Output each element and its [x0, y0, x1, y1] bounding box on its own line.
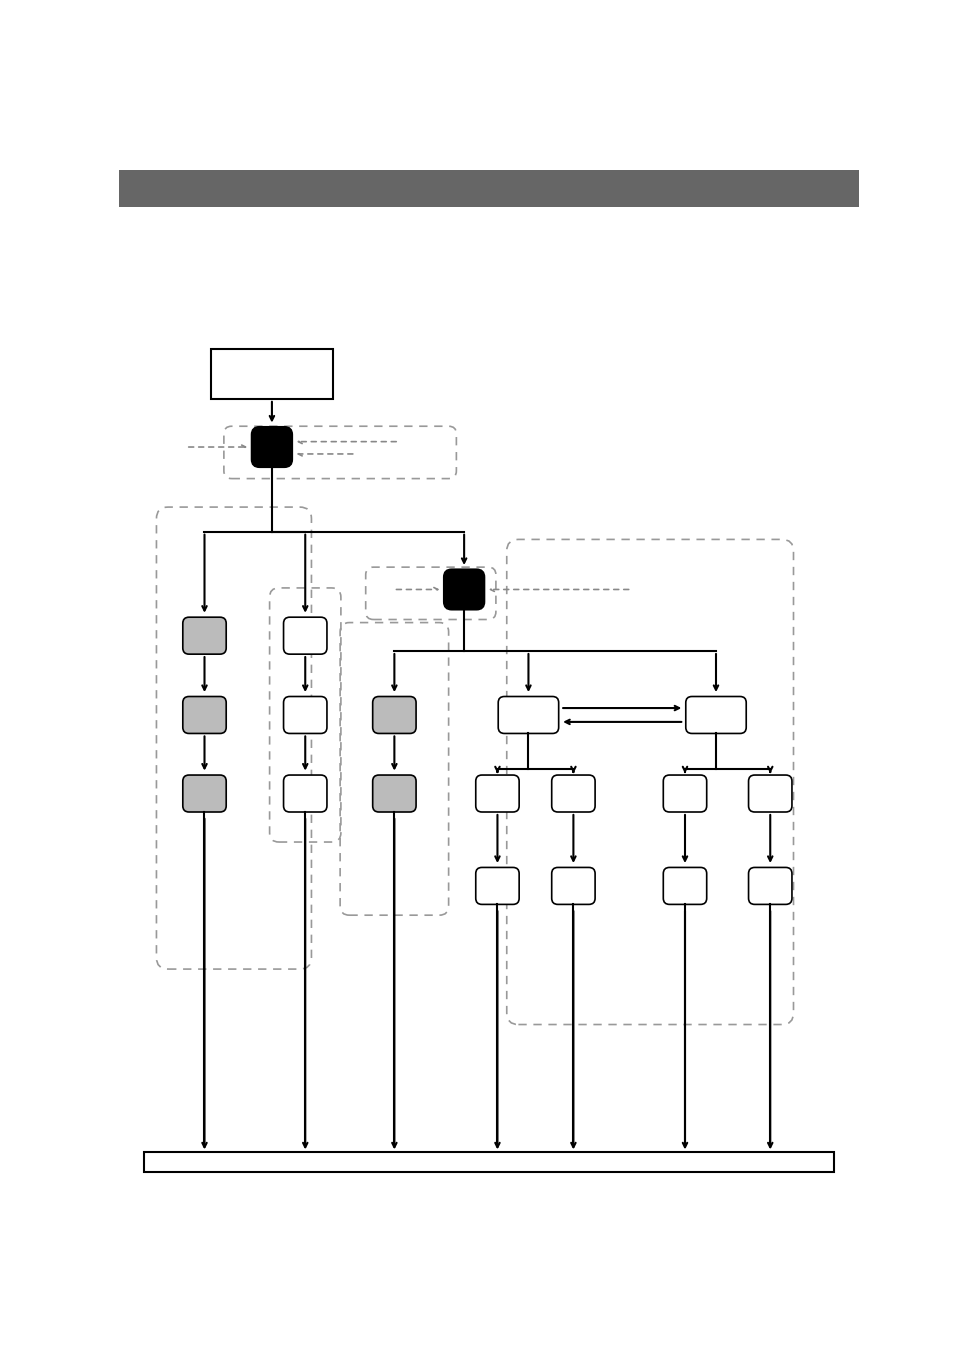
FancyBboxPatch shape — [183, 617, 226, 654]
FancyBboxPatch shape — [662, 867, 706, 904]
FancyBboxPatch shape — [476, 775, 518, 812]
FancyBboxPatch shape — [685, 697, 745, 734]
FancyBboxPatch shape — [748, 775, 791, 812]
FancyBboxPatch shape — [373, 775, 416, 812]
FancyBboxPatch shape — [662, 775, 706, 812]
Bar — [211, 349, 333, 399]
FancyBboxPatch shape — [373, 697, 416, 734]
FancyBboxPatch shape — [183, 775, 226, 812]
FancyBboxPatch shape — [283, 775, 327, 812]
Bar — [119, 170, 858, 207]
FancyBboxPatch shape — [183, 697, 226, 734]
FancyBboxPatch shape — [283, 697, 327, 734]
FancyBboxPatch shape — [443, 570, 484, 609]
FancyBboxPatch shape — [283, 617, 327, 654]
FancyBboxPatch shape — [497, 697, 558, 734]
FancyBboxPatch shape — [252, 427, 292, 467]
FancyBboxPatch shape — [748, 867, 791, 904]
FancyBboxPatch shape — [476, 867, 518, 904]
FancyBboxPatch shape — [551, 867, 595, 904]
FancyBboxPatch shape — [551, 775, 595, 812]
Bar — [144, 1152, 833, 1173]
